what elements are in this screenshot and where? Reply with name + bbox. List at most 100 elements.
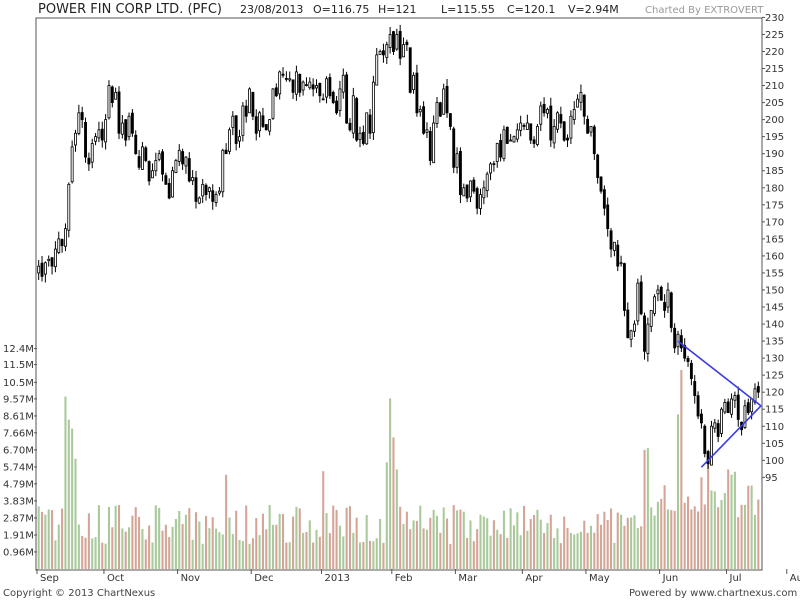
volume-bar [733,471,736,569]
candle-body [331,92,335,103]
candle-body [432,122,436,164]
volume-bar [670,510,673,569]
candle-body [361,131,365,144]
volume-bar [492,520,495,569]
volume-bar [198,521,201,569]
candle-body [636,282,640,322]
price-tick-label: 175 [765,200,784,211]
volume-bar [676,414,680,569]
volume-bar [318,536,321,569]
candle-body [716,423,720,437]
volume-bar [84,537,87,569]
candle-body [70,146,74,183]
volume-bar [191,539,194,569]
volume-bar [121,528,124,569]
candle-body [301,81,305,91]
candle-body [556,112,559,130]
volume-bar [419,505,422,569]
volume-bar [727,469,730,569]
header-high: H=121 [378,3,416,16]
candle-body [479,194,482,209]
volume-tick-label: 3.83M [3,496,34,507]
volume-bar [382,542,385,569]
volume-bar [235,510,238,569]
candle-body [345,74,349,124]
candle-body [582,94,586,117]
volume-bar [462,511,465,569]
candle-body [589,126,593,133]
candle-body [157,153,161,160]
volume-bar [559,543,562,569]
price-tick-label: 230 [765,13,784,24]
volume-bar [87,513,90,569]
candle-body [425,129,429,133]
charted-by: Charted By EXTROVERT [645,5,764,16]
candle-body [566,137,569,141]
volume-bar [188,508,191,569]
candle-body [646,323,650,354]
candle-body [619,262,623,265]
candle-body [100,128,104,141]
candle-body [746,402,750,414]
candle-body [489,163,492,174]
powered-by-link[interactable]: Powered by www.chartnexus.com [629,588,797,599]
volume-bar [586,532,589,569]
volume-bar [275,524,278,569]
volume-bar [261,513,264,569]
candle-body [368,114,372,134]
candle-body [448,113,452,127]
price-tick-label: 125 [765,371,784,382]
volume-bar [583,520,586,569]
volume-bar [529,519,532,569]
volume-bar [174,518,177,569]
volume-bar [626,517,629,569]
volume-bar [740,504,743,569]
volume-tick-label: 7.66M [3,428,34,439]
candle-body [532,139,536,144]
candle-body [398,31,402,59]
volume-bar [646,448,649,569]
candle-body [371,81,375,133]
volume-bar [566,528,569,569]
candle-body [599,176,603,192]
header-date: 23/08/2013 [240,3,303,16]
candle-body [592,126,596,155]
volume-bar [315,529,318,569]
volume-bar [603,511,606,569]
volume-bar [194,512,198,569]
volume-bar [606,519,609,569]
candle-body [529,123,533,141]
candle-body [184,156,188,167]
candle-body [586,118,590,134]
volume-bar [201,543,204,569]
triangle-trendlines [677,340,762,468]
volume-bar [369,540,372,569]
price-tick-label: 195 [765,132,784,143]
candle-body [224,149,228,155]
candle-body [509,139,513,142]
volume-bar [499,534,502,569]
candle-body [87,157,91,165]
candle-body [117,91,121,134]
volume-bar [693,506,696,569]
volume-bar [640,526,643,569]
volume-bar [268,505,271,569]
candle-body [57,238,61,253]
volume-bar [630,517,633,569]
volume-bar [171,526,174,569]
candle-body [258,112,262,132]
candle-body [40,262,44,277]
candle-body [639,281,643,315]
candle-body [127,115,131,138]
volume-bar [713,491,716,569]
candle-body [268,119,272,132]
candle-body [402,44,405,58]
volume-bar [599,524,603,569]
volume-bar [265,529,268,569]
price-tick-label: 110 [765,422,784,433]
candle-body [154,160,158,172]
price-tick-label: 165 [765,234,784,245]
candle-body [542,103,546,114]
volume-bar [375,538,378,569]
